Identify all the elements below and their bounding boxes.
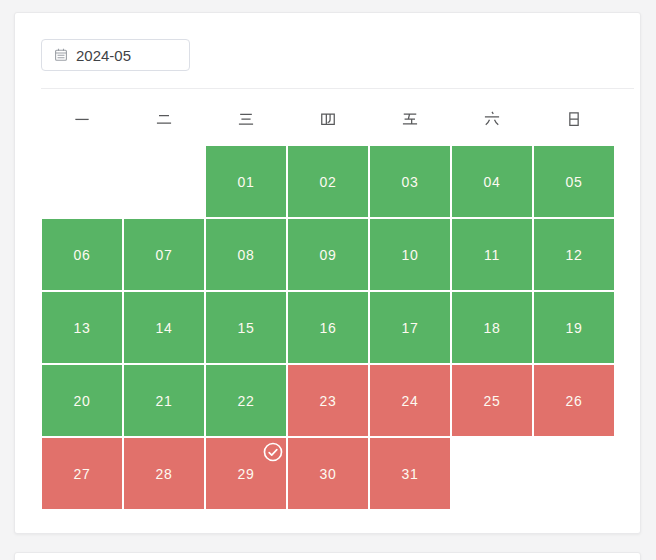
day-cell-20-available[interactable]: 20 (42, 365, 122, 436)
weekday-label: 三 (206, 104, 286, 134)
day-cell-27-unavailable[interactable]: 27 (42, 438, 122, 509)
day-cell-25-unavailable[interactable]: 25 (452, 365, 532, 436)
weekday-label: 五 (370, 104, 450, 134)
day-number: 29 (237, 466, 254, 482)
next-card-top-edge (14, 552, 641, 560)
day-cell-13-available[interactable]: 13 (42, 292, 122, 363)
day-number: 03 (401, 174, 418, 190)
check-circle-icon (262, 441, 284, 463)
day-cell-07-available[interactable]: 07 (124, 219, 204, 290)
day-number: 30 (319, 466, 336, 482)
day-number: 23 (319, 393, 336, 409)
day-cell-24-unavailable[interactable]: 24 (370, 365, 450, 436)
calendar-icon (53, 47, 69, 63)
day-number: 15 (237, 320, 254, 336)
header-divider (41, 88, 634, 89)
day-cell-01-available[interactable]: 01 (206, 146, 286, 217)
month-picker-input[interactable]: 2024-05 (41, 39, 190, 71)
day-cell-04-available[interactable]: 04 (452, 146, 532, 217)
day-number: 28 (155, 466, 172, 482)
day-cell-03-available[interactable]: 03 (370, 146, 450, 217)
day-number: 13 (73, 320, 90, 336)
weekday-label: 四 (288, 104, 368, 134)
day-cell-21-available[interactable]: 21 (124, 365, 204, 436)
month-picker-value: 2024-05 (76, 47, 131, 64)
day-cell-14-available[interactable]: 14 (124, 292, 204, 363)
day-cell-29-unavailable[interactable]: 29 (206, 438, 286, 509)
day-cell-12-available[interactable]: 12 (534, 219, 614, 290)
weekday-label: 二 (124, 104, 204, 134)
day-cell-23-unavailable[interactable]: 23 (288, 365, 368, 436)
day-number: 31 (401, 466, 418, 482)
day-number: 21 (155, 393, 172, 409)
weekday-row: 一二三四五六日 (42, 104, 614, 134)
day-cell-09-available[interactable]: 09 (288, 219, 368, 290)
weekday-label: 一 (42, 104, 122, 134)
day-number: 19 (565, 320, 582, 336)
day-number: 10 (401, 247, 418, 263)
day-number: 01 (237, 174, 254, 190)
day-cell-26-unavailable[interactable]: 26 (534, 365, 614, 436)
day-cell-30-unavailable[interactable]: 30 (288, 438, 368, 509)
weekday-label: 日 (534, 104, 614, 134)
day-number: 07 (155, 247, 172, 263)
day-number: 02 (319, 174, 336, 190)
day-number: 22 (237, 393, 254, 409)
day-cell-16-available[interactable]: 16 (288, 292, 368, 363)
day-number: 17 (401, 320, 418, 336)
day-number: 18 (483, 320, 500, 336)
day-cell-22-available[interactable]: 22 (206, 365, 286, 436)
day-number: 26 (565, 393, 582, 409)
day-cell-08-available[interactable]: 08 (206, 219, 286, 290)
day-cell-17-available[interactable]: 17 (370, 292, 450, 363)
day-number: 06 (73, 247, 90, 263)
day-number: 27 (73, 466, 90, 482)
day-cell-18-available[interactable]: 18 (452, 292, 532, 363)
day-cell-06-available[interactable]: 06 (42, 219, 122, 290)
day-cell-10-available[interactable]: 10 (370, 219, 450, 290)
day-number: 05 (565, 174, 582, 190)
day-grid: 01 02 03 04 05 06 07 08 09 10 11 12 13 14 15 16 17 18 19 20… (42, 146, 614, 509)
day-cell-19-available[interactable]: 19 (534, 292, 614, 363)
day-cell-28-unavailable[interactable]: 28 (124, 438, 204, 509)
day-number: 12 (565, 247, 582, 263)
day-number: 09 (319, 247, 336, 263)
day-number: 25 (483, 393, 500, 409)
day-number: 14 (155, 320, 172, 336)
day-number: 20 (73, 393, 90, 409)
day-number: 04 (483, 174, 500, 190)
day-number: 24 (401, 393, 418, 409)
day-cell-05-available[interactable]: 05 (534, 146, 614, 217)
day-number: 08 (237, 247, 254, 263)
day-number: 16 (319, 320, 336, 336)
weekday-label: 六 (452, 104, 532, 134)
calendar-card: 2024-05 一二三四五六日 01 02 03 04 05 06 07 08 09 10 11 12… (14, 12, 641, 534)
day-cell-02-available[interactable]: 02 (288, 146, 368, 217)
day-cell-11-available[interactable]: 11 (452, 219, 532, 290)
day-cell-15-available[interactable]: 15 (206, 292, 286, 363)
day-number: 11 (484, 247, 500, 263)
day-cell-31-unavailable[interactable]: 31 (370, 438, 450, 509)
